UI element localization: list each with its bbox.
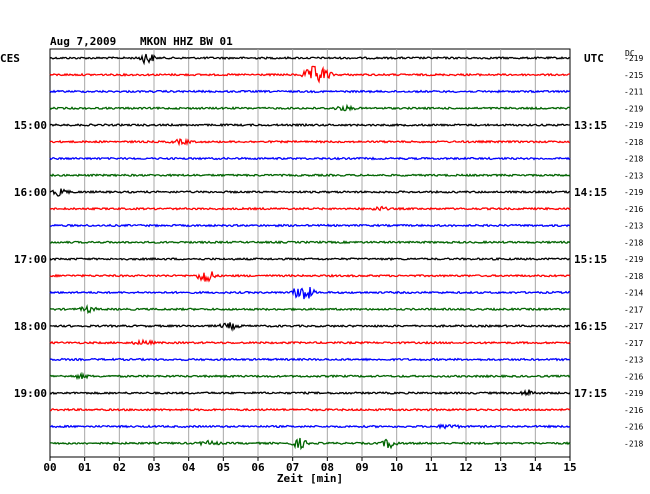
x-tick-label: 10 [390, 461, 403, 474]
dc-offset-label: -213 [624, 356, 643, 365]
x-tick-label: 14 [529, 461, 543, 474]
seismic-trace [49, 122, 571, 128]
left-hour-label: 15:00 [14, 119, 47, 132]
right-hour-label: 17:15 [574, 387, 607, 400]
left-hour-label: 16:00 [14, 186, 47, 199]
seismic-trace [49, 287, 571, 300]
seismic-trace [49, 53, 571, 66]
dc-offset-label: -219 [624, 104, 643, 113]
vertical-gridlines [84, 49, 536, 457]
left-hour-label: 17:00 [14, 253, 47, 266]
dc-offset-label: -219 [624, 255, 643, 264]
left-hour-label: 19:00 [14, 387, 47, 400]
seismic-trace [49, 156, 571, 161]
dc-offset-label: -216 [624, 406, 643, 415]
seismic-trace [49, 137, 571, 147]
x-tick-label: 11 [425, 461, 439, 474]
x-tick-label: 07 [286, 461, 299, 474]
dc-header-label: DC [625, 49, 635, 58]
x-tick-label: 03 [147, 461, 160, 474]
dc-offset-label: -214 [624, 289, 643, 298]
x-tick-label: 01 [78, 461, 92, 474]
x-tick-label: 15 [563, 461, 576, 474]
x-axis-label: Zeit [min] [277, 472, 343, 485]
dc-offset-label: -211 [624, 88, 643, 97]
seismic-trace [49, 271, 571, 283]
x-tick-label: 09 [355, 461, 368, 474]
right-timezone-label: UTC [584, 52, 604, 65]
x-tick-label: 02 [113, 461, 126, 474]
x-tick-label: 06 [251, 461, 265, 474]
right-hour-label: 15:15 [574, 253, 607, 266]
right-hour-label: 14:15 [574, 186, 607, 199]
x-tick-label: 05 [217, 461, 230, 474]
seismic-trace [49, 407, 571, 412]
dc-offset-label: -219 [624, 389, 643, 398]
dc-offset-label: -213 [624, 171, 643, 180]
dc-offset-label: -219 [624, 54, 643, 63]
left-hour-label: 18:00 [14, 320, 47, 333]
seismic-trace [50, 223, 571, 228]
dc-offset-label: -217 [624, 339, 643, 348]
x-tick-label: 00 [43, 461, 56, 474]
seismic-trace [49, 256, 571, 262]
seismic-trace [49, 357, 571, 362]
dc-offset-label: -218 [624, 439, 643, 448]
x-tick-label: 12 [459, 461, 472, 474]
left-hour-labels: 15:00 16:00 17:00 18:00 19:00 [14, 119, 47, 400]
seismic-trace [50, 240, 571, 245]
left-timezone-label: CES [0, 52, 20, 65]
seismic-trace [49, 173, 571, 178]
seismic-trace [49, 205, 571, 212]
station-label: MKON HHZ BW 01 [140, 35, 233, 48]
seismic-trace [49, 322, 571, 332]
x-tick-label: 08 [321, 461, 334, 474]
date-label: Aug 7,2009 [50, 35, 116, 48]
seismic-trace [49, 437, 571, 451]
x-tick-label: 04 [182, 461, 196, 474]
seismic-trace [49, 103, 571, 112]
seismic-trace [49, 338, 571, 346]
dc-offset-label: -218 [624, 238, 643, 247]
seismic-trace [49, 89, 571, 94]
right-hour-labels: 13:15 14:15 15:15 16:15 17:15 [574, 119, 607, 400]
seismic-trace [49, 303, 571, 315]
x-tick-label: 13 [494, 461, 507, 474]
dc-offset-label: -216 [624, 423, 643, 432]
dc-offset-label: -213 [624, 222, 643, 231]
dc-offset-label: -216 [624, 372, 643, 381]
seismic-trace [50, 423, 571, 430]
dc-offset-label: -217 [624, 305, 643, 314]
dc-offset-label: -215 [624, 71, 643, 80]
seismic-trace [49, 371, 571, 381]
seismic-trace [49, 188, 571, 197]
dc-offset-label: -219 [624, 188, 643, 197]
dc-offset-label: -219 [624, 121, 643, 130]
seismic-trace [49, 65, 570, 84]
plot-frame [49, 48, 571, 458]
right-hour-label: 13:15 [574, 119, 607, 132]
dc-offset-label: -217 [624, 322, 643, 331]
dc-offset-labels: -219 -215 -211 -219 -219 -218 -218 -213 -219 -216… [624, 54, 643, 448]
dc-offset-label: -218 [624, 272, 643, 281]
dc-offset-label: -218 [624, 138, 643, 147]
trace-group [49, 53, 571, 451]
dc-offset-label: -218 [624, 155, 643, 164]
right-hour-label: 16:15 [574, 320, 607, 333]
seismic-trace [49, 389, 571, 397]
x-axis-ticks: 00 01 02 03 04 05 06 07 08 09 10 11 12 13 14 15 [43, 457, 577, 474]
dc-offset-label: -216 [624, 205, 643, 214]
